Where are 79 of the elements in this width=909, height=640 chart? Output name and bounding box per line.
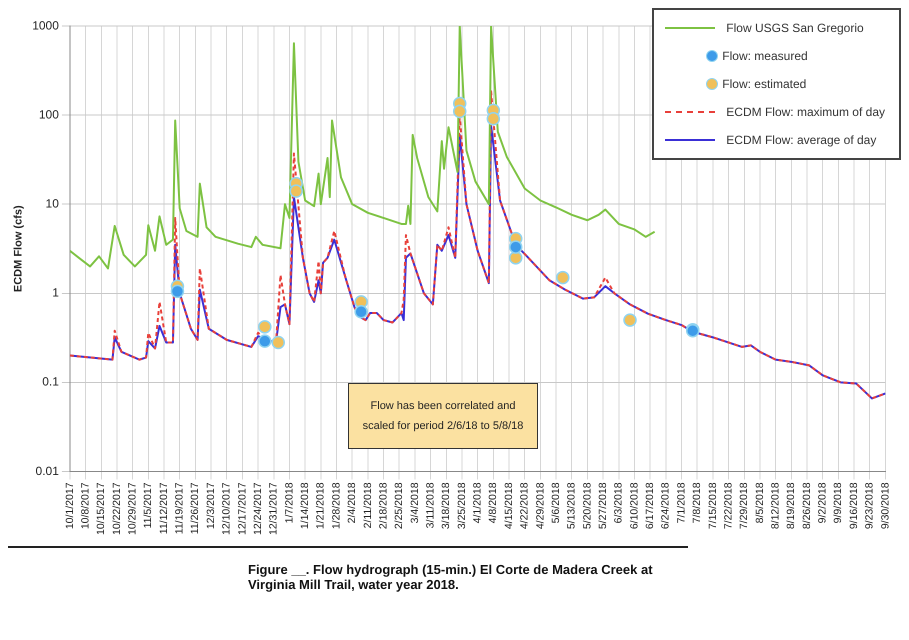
point bbox=[289, 184, 303, 198]
x-tick-label: 1/21/2018 bbox=[314, 482, 327, 530]
x-tick-label: 9/16/2018 bbox=[848, 482, 860, 530]
x-tick-label: 2/18/2018 bbox=[377, 482, 390, 530]
point bbox=[272, 336, 286, 350]
x-tick-label: 9/23/2018 bbox=[864, 482, 876, 530]
x-tick-label: 7/1/2018 bbox=[675, 482, 688, 524]
x-tick-label: 10/1/2017 bbox=[64, 482, 76, 530]
y-tick-label: 0.1 bbox=[42, 374, 60, 389]
x-tick-label: 8/12/2018 bbox=[770, 482, 782, 530]
legend-label: Flow: measured bbox=[722, 49, 808, 63]
x-tick-label: 12/24/2017 bbox=[252, 482, 264, 536]
point bbox=[486, 112, 500, 126]
x-tick-label: 5/27/2018 bbox=[597, 482, 609, 530]
x-tick-label: 12/31/2017 bbox=[268, 482, 280, 536]
x-tick-label: 6/10/2018 bbox=[628, 482, 640, 530]
x-tick-label: 1/28/2018 bbox=[330, 482, 342, 530]
point bbox=[258, 334, 272, 348]
x-tick-label: 5/20/2018 bbox=[581, 482, 594, 530]
x-tick-label: 5/6/2018 bbox=[550, 482, 562, 524]
x-tick-label: 11/12/2017 bbox=[158, 482, 170, 534]
x-tick-label: 7/15/2018 bbox=[706, 482, 719, 530]
x-tick-label: 4/1/2018 bbox=[472, 482, 484, 524]
x-tick-label: 8/5/2018 bbox=[754, 482, 766, 524]
x-tick-label: 8/26/2018 bbox=[800, 482, 813, 530]
x-tick-label: 2/11/2018 bbox=[362, 482, 374, 528]
x-tick-label: 10/8/2017 bbox=[79, 482, 92, 530]
x-tick-label: 6/3/2018 bbox=[612, 482, 625, 524]
x-tick-label: 2/25/2018 bbox=[393, 482, 406, 530]
x-tick-label: 4/29/2018 bbox=[534, 482, 546, 530]
x-tick-label: 6/17/2018 bbox=[644, 482, 656, 530]
x-tick-label: 3/4/2018 bbox=[408, 482, 421, 524]
point bbox=[508, 251, 522, 265]
x-tick-label: 6/24/2018 bbox=[660, 482, 672, 530]
y-tick-label: 1 bbox=[52, 286, 60, 300]
note-box: Flow has been correlated and scaled for period 2/6/18 to 5/8/18 bbox=[348, 383, 538, 449]
legend-label: ECDM Flow: maximum of day bbox=[726, 105, 885, 119]
y-tick-label: 10 bbox=[46, 196, 60, 210]
x-tick-label: 10/22/2017 bbox=[110, 482, 123, 536]
y-tick-label: 1000 bbox=[32, 18, 60, 32]
legend-label: Flow: estimated bbox=[722, 77, 806, 91]
x-tick-label: 3/18/2018 bbox=[440, 482, 452, 530]
y-tick-label: 100 bbox=[38, 107, 60, 122]
x-tick-label: 9/9/2018 bbox=[832, 482, 844, 524]
x-tick-label: 2/4/2018 bbox=[346, 482, 358, 524]
x-tick-label: 7/29/2018 bbox=[738, 482, 750, 530]
x-tick-label: 3/11/2018 bbox=[424, 482, 436, 528]
x-tick-label: 10/29/2017 bbox=[126, 482, 139, 536]
x-tick-label: 4/22/2018 bbox=[518, 482, 531, 530]
x-tick-label: 9/2/2018 bbox=[816, 482, 829, 524]
y-tick-label: 0.01 bbox=[36, 464, 60, 478]
point bbox=[258, 320, 272, 334]
point bbox=[508, 240, 522, 254]
x-tick-label: 10/15/2017 bbox=[95, 482, 108, 536]
legend-label: ECDM Flow: average of day bbox=[726, 133, 876, 147]
x-tick-label: 4/15/2018 bbox=[502, 482, 515, 530]
x-tick-label: 9/30/2018 bbox=[879, 482, 892, 530]
x-tick-label: 7/8/2018 bbox=[691, 482, 704, 524]
x-tick-label: 11/5/2017 bbox=[142, 482, 154, 528]
point bbox=[452, 104, 466, 118]
point bbox=[354, 305, 368, 319]
point bbox=[170, 284, 184, 298]
point bbox=[623, 313, 637, 327]
x-tick-label: 4/8/2018 bbox=[487, 482, 500, 524]
x-tick-label: 7/22/2018 bbox=[722, 482, 734, 530]
legend-label: Flow USGS San Gregorio bbox=[726, 21, 864, 35]
x-tick-label: 11/26/2017 bbox=[189, 482, 202, 534]
x-tick-label: 3/25/2018 bbox=[456, 482, 468, 530]
x-tick-label: 1/14/2018 bbox=[299, 482, 312, 530]
x-tick-label: 12/17/2017 bbox=[236, 482, 248, 536]
x-tick-label: 5/13/2018 bbox=[566, 482, 578, 530]
x-tick-label: 12/3/2017 bbox=[204, 482, 217, 530]
text: Figure __. Flow hydrograph (15-min.) El Corte de Madera Creek at Virginia Mill Trail, water year 2018. bbox=[248, 562, 654, 592]
y-axis-title: ECDM Flow (cfs) bbox=[12, 205, 25, 292]
x-tick-label: 8/19/2018 bbox=[785, 482, 798, 530]
point bbox=[556, 270, 570, 284]
x-tick-label: 1/7/2018 bbox=[283, 482, 296, 524]
x-tick-label: 12/10/2017 bbox=[220, 482, 233, 536]
x-tick-label: 11/19/2017 bbox=[174, 482, 186, 534]
